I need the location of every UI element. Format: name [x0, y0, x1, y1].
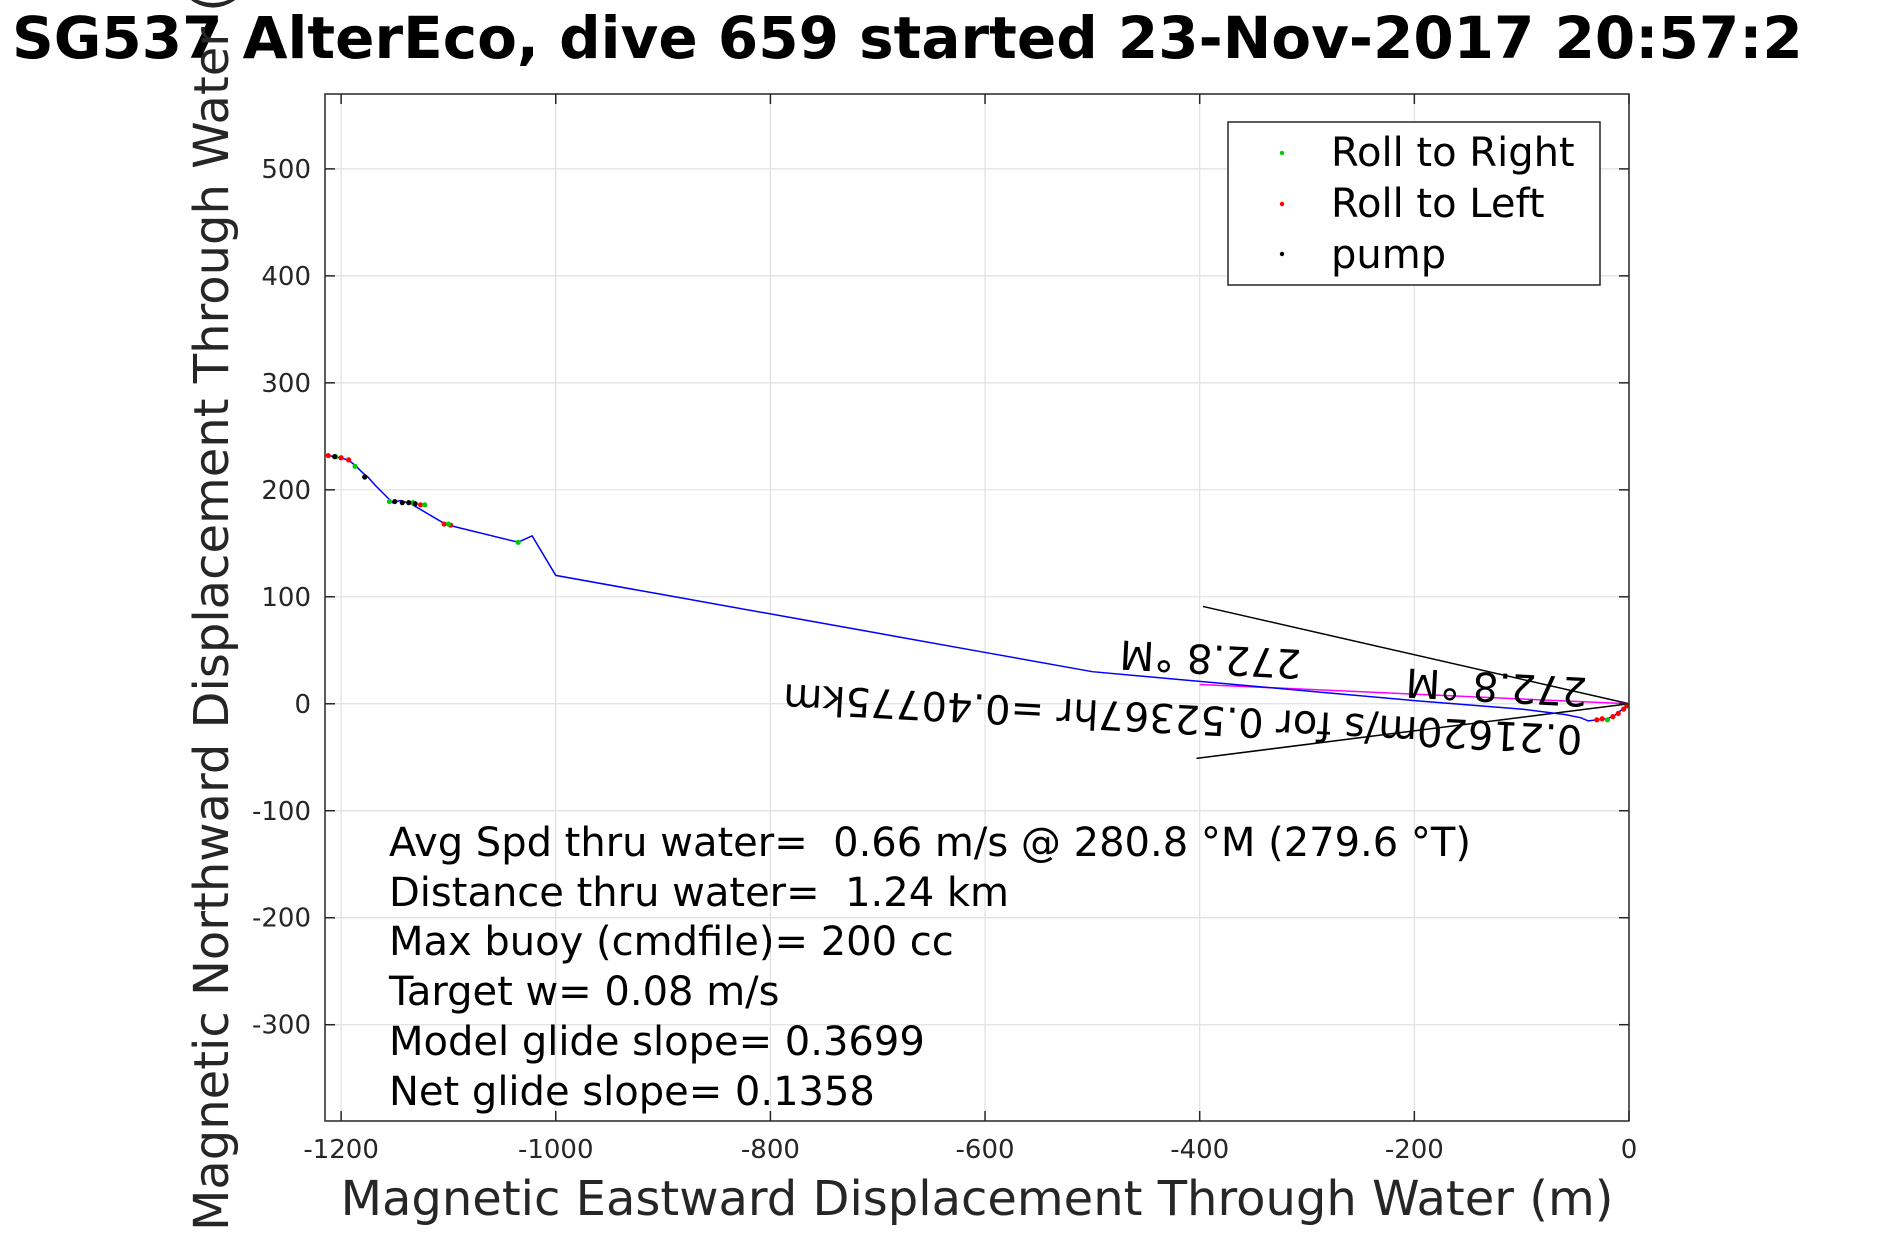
x-tick-label: -600 [956, 1135, 1015, 1165]
current-annotation-heading-2: 272.8 °M [1405, 659, 1589, 714]
roll-left-marker [1621, 706, 1627, 712]
legend-label-roll-left: Roll to Left [1331, 181, 1545, 227]
stat-distance: Distance thru water= 1.24 km [389, 870, 1009, 916]
y-tick-label: -300 [252, 1011, 311, 1041]
roll-left-marker [1624, 703, 1630, 709]
y-axis-ticks: -300 -200 -100 0 100 200 300 400 500 [252, 155, 1629, 1041]
roll-left-marker [1599, 716, 1605, 722]
pump-marker [412, 501, 418, 507]
track-line [328, 454, 1630, 722]
roll-left-marker [417, 502, 424, 508]
stat-target-w: Target w= 0.08 m/s [388, 969, 779, 1015]
y-tick-label: -100 [252, 797, 311, 827]
stat-net-glide-slope: Net glide slope= 0.1358 [389, 1069, 875, 1115]
chart-title: SG537 AlterEco, dive 659 started 23-Nov-… [12, 4, 1803, 72]
pump-marker [332, 454, 338, 460]
pump-marker [406, 500, 412, 506]
current-wedge-line [1202, 605, 1630, 705]
stat-avg-speed: Avg Spd thru water= 0.66 m/s @ 280.8 °M … [389, 820, 1471, 866]
x-tick-label: -1200 [303, 1135, 379, 1165]
y-tick-label: 300 [261, 369, 311, 399]
legend-label-pump: pump [1331, 232, 1446, 278]
roll-right-marker [422, 502, 428, 508]
stat-model-glide-slope: Model glide slope= 0.3699 [389, 1019, 925, 1065]
x-axis-label: Magnetic Eastward Displacement Through W… [341, 1171, 1614, 1227]
x-tick-label: 0 [1621, 1135, 1638, 1165]
marker-layer [325, 452, 1630, 723]
dive-track [328, 454, 1630, 722]
legend-marker-roll-left [1279, 201, 1285, 207]
roll-left-marker [441, 521, 447, 527]
y-tick-label: 500 [261, 155, 311, 185]
legend-box [1227, 121, 1601, 286]
roll-right-marker [445, 521, 452, 527]
legend: Roll to Right Roll to Left pump [1227, 121, 1601, 286]
roll-right-marker [352, 463, 358, 469]
x-tick-label: -1000 [518, 1135, 594, 1165]
y-tick-label: 0 [294, 690, 311, 720]
pump-marker [392, 498, 398, 505]
roll-left-marker [338, 455, 344, 461]
y-axis-label: Magnetic Northward Displacement Through … [184, 0, 240, 1231]
y-tick-label: -200 [252, 904, 311, 934]
legend-marker-roll-right [1279, 150, 1285, 156]
roll-left-marker [1610, 714, 1616, 720]
roll-right-marker [515, 539, 521, 545]
y-tick-label: 200 [261, 476, 311, 506]
x-axis-ticks: -1200 -1000 -800 -600 -400 -200 0 [303, 94, 1637, 1165]
roll-left-marker [346, 457, 352, 463]
y-tick-label: 100 [261, 583, 311, 613]
x-tick-label: -400 [1170, 1135, 1229, 1165]
y-tick-label: 400 [261, 262, 311, 292]
pump-marker [399, 500, 405, 506]
dive-statistics: Avg Spd thru water= 0.66 m/s @ 280.8 °M … [388, 820, 1471, 1115]
roll-left-marker [1615, 710, 1621, 717]
legend-label-roll-right: Roll to Right [1331, 130, 1575, 176]
roll-left-marker [325, 452, 331, 459]
roll-right-marker [1604, 717, 1611, 723]
x-tick-label: -800 [741, 1135, 800, 1165]
pump-marker [362, 474, 368, 480]
legend-marker-pump [1279, 251, 1285, 257]
x-tick-label: -200 [1385, 1135, 1444, 1165]
current-annotation-heading: 272.8 °M [1119, 631, 1303, 686]
roll-left-marker [1594, 717, 1600, 723]
roll-right-marker [386, 498, 392, 505]
axes-frame [324, 93, 1630, 1122]
stat-max-buoy: Max buoy (cmdfile)= 200 cc [389, 919, 954, 965]
